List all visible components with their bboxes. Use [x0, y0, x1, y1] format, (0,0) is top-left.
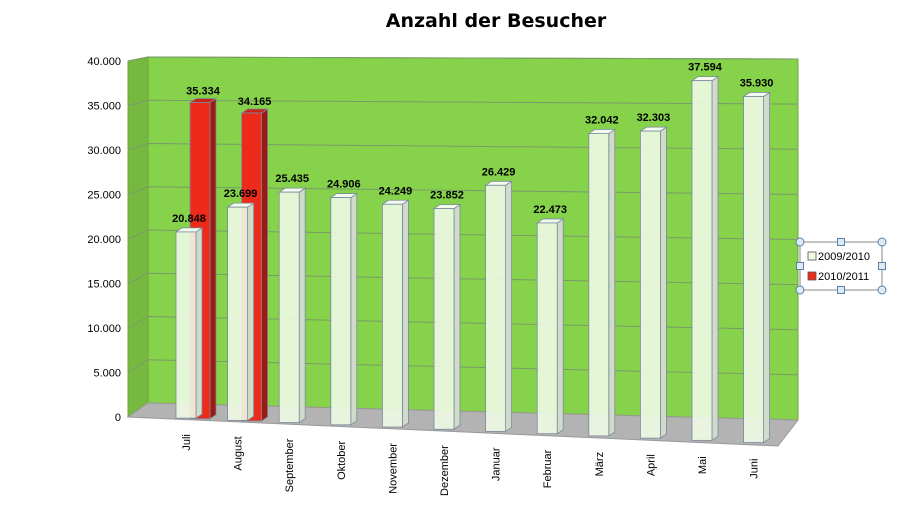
x-tick-label: September [284, 438, 296, 492]
bar-2009-2010-februar-front [536, 222, 558, 435]
bar-2009-2010-april-front [640, 130, 661, 439]
legend-entry: 2010/2011 [818, 271, 869, 283]
bar-2009-2010-februar-side [556, 218, 564, 435]
y-tick-label: 25.000 [87, 190, 121, 202]
data-label: 22.473 [533, 204, 567, 216]
gridline [127, 142, 799, 151]
gridline [127, 359, 799, 376]
bar-2009-2010-dezember[interactable] [432, 203, 462, 430]
bar-2009-2010-märz-front [588, 133, 610, 437]
legend[interactable]: 2009/2010 2010/2011 [795, 237, 887, 295]
x-tick-label: Juni [749, 459, 761, 479]
bar-2009-2010-november-front [381, 203, 403, 428]
y-tick-label: 40.000 [87, 56, 121, 68]
resize-handle[interactable] [877, 285, 887, 295]
bar-2009-2010-märz[interactable] [587, 128, 617, 437]
resize-handle[interactable] [877, 237, 887, 247]
resize-handle[interactable] [795, 237, 805, 247]
bar-2009-2010-januar[interactable] [484, 180, 513, 433]
resize-handle[interactable] [837, 238, 845, 246]
bar-2009-2010-dezember-front [433, 208, 455, 430]
bar-2009-2010-februar[interactable] [535, 218, 565, 435]
bar-2009-2010-august-side [247, 202, 255, 422]
bar-2009-2010-juni-front [743, 96, 764, 443]
bar-2009-2010-november-side [401, 199, 409, 428]
legend-swatch [807, 251, 817, 261]
resize-handle[interactable] [878, 262, 886, 270]
gridline [127, 229, 799, 240]
bar-2009-2010-dezember-side [453, 203, 461, 430]
data-label: 20.848 [172, 213, 206, 225]
data-label: 35.334 [186, 86, 221, 98]
bar-2010-2011-juli-side [209, 97, 217, 420]
data-label: 23.699 [224, 188, 258, 200]
y-tick-label: 20.000 [87, 234, 121, 246]
legend-entry: 2009/2010 [818, 251, 870, 263]
data-label: 26.429 [482, 166, 516, 178]
y-tick-label: 0 [115, 412, 121, 424]
bar-2009-2010-september[interactable] [277, 187, 307, 424]
x-tick-label: November [387, 443, 399, 494]
data-label: 25.435 [275, 173, 309, 185]
y-tick-label: 15.000 [87, 279, 121, 291]
side-wall [127, 56, 149, 418]
bar-2009-2010-märz-side [608, 128, 616, 437]
bar-2009-2010-mai-front [691, 80, 713, 441]
y-tick-label: 30.000 [87, 145, 121, 157]
gridline [127, 315, 799, 331]
data-label: 24.906 [327, 179, 361, 191]
x-tick-label: April [645, 454, 657, 476]
bar-2009-2010-januar-side [505, 180, 513, 433]
data-label: 37.594 [688, 62, 723, 74]
bar-2009-2010-januar-front [485, 184, 507, 432]
bar-2009-2010-juli-front [175, 231, 197, 419]
bar-2009-2010-mai-side [711, 75, 719, 442]
data-label: 23.852 [430, 190, 464, 202]
data-label: 34.165 [238, 96, 272, 108]
y-tick-label: 35.000 [87, 101, 121, 113]
chart-title: Anzahl der Besucher [386, 10, 607, 32]
x-tick-label: Dezember [439, 445, 451, 496]
bar-2009-2010-april[interactable] [639, 126, 668, 439]
bar-2009-2010-september-front [278, 191, 300, 423]
bar-2009-2010-april-side [660, 126, 667, 439]
bar-2009-2010-juni-side [763, 91, 770, 444]
resize-handle[interactable] [837, 286, 845, 294]
bar-2009-2010-juli[interactable] [174, 227, 204, 419]
bar-2009-2010-oktober-side [350, 192, 358, 426]
gridline [127, 56, 799, 62]
x-tick-label: Februar [542, 449, 554, 488]
data-label: 32.303 [637, 112, 671, 124]
bar-2009-2010-november[interactable] [381, 199, 410, 428]
bar-2009-2010-juli-side [195, 227, 203, 419]
bar-2010-2011-august-side [261, 108, 269, 422]
gridline [127, 99, 799, 106]
y-tick-label: 5.000 [93, 368, 121, 380]
gridline [127, 186, 799, 195]
resize-handle[interactable] [796, 262, 804, 270]
x-tick-label: Mai [697, 456, 709, 474]
legend-swatch [807, 271, 817, 281]
x-tick-label: Oktober [336, 440, 348, 479]
y-tick-label: 10.000 [87, 323, 121, 335]
data-label: 32.042 [585, 114, 619, 126]
data-label: 24.249 [379, 185, 413, 197]
data-label: 35.930 [740, 78, 774, 90]
bar-2009-2010-august-front [227, 206, 249, 421]
bar-2009-2010-oktober[interactable] [329, 192, 359, 426]
gridline [127, 272, 799, 286]
x-tick-label: August [233, 436, 245, 470]
bar-2009-2010-august[interactable] [226, 202, 255, 422]
x-tick-label: Januar [491, 447, 503, 481]
x-tick-label: Juli [181, 434, 193, 451]
bar-2009-2010-mai[interactable] [690, 75, 720, 442]
x-tick-label: März [594, 452, 606, 476]
bar-2009-2010-juni[interactable] [742, 91, 771, 444]
resize-handle[interactable] [795, 285, 805, 295]
bar-2009-2010-oktober-front [330, 197, 352, 426]
bar-2009-2010-september-side [298, 187, 306, 424]
